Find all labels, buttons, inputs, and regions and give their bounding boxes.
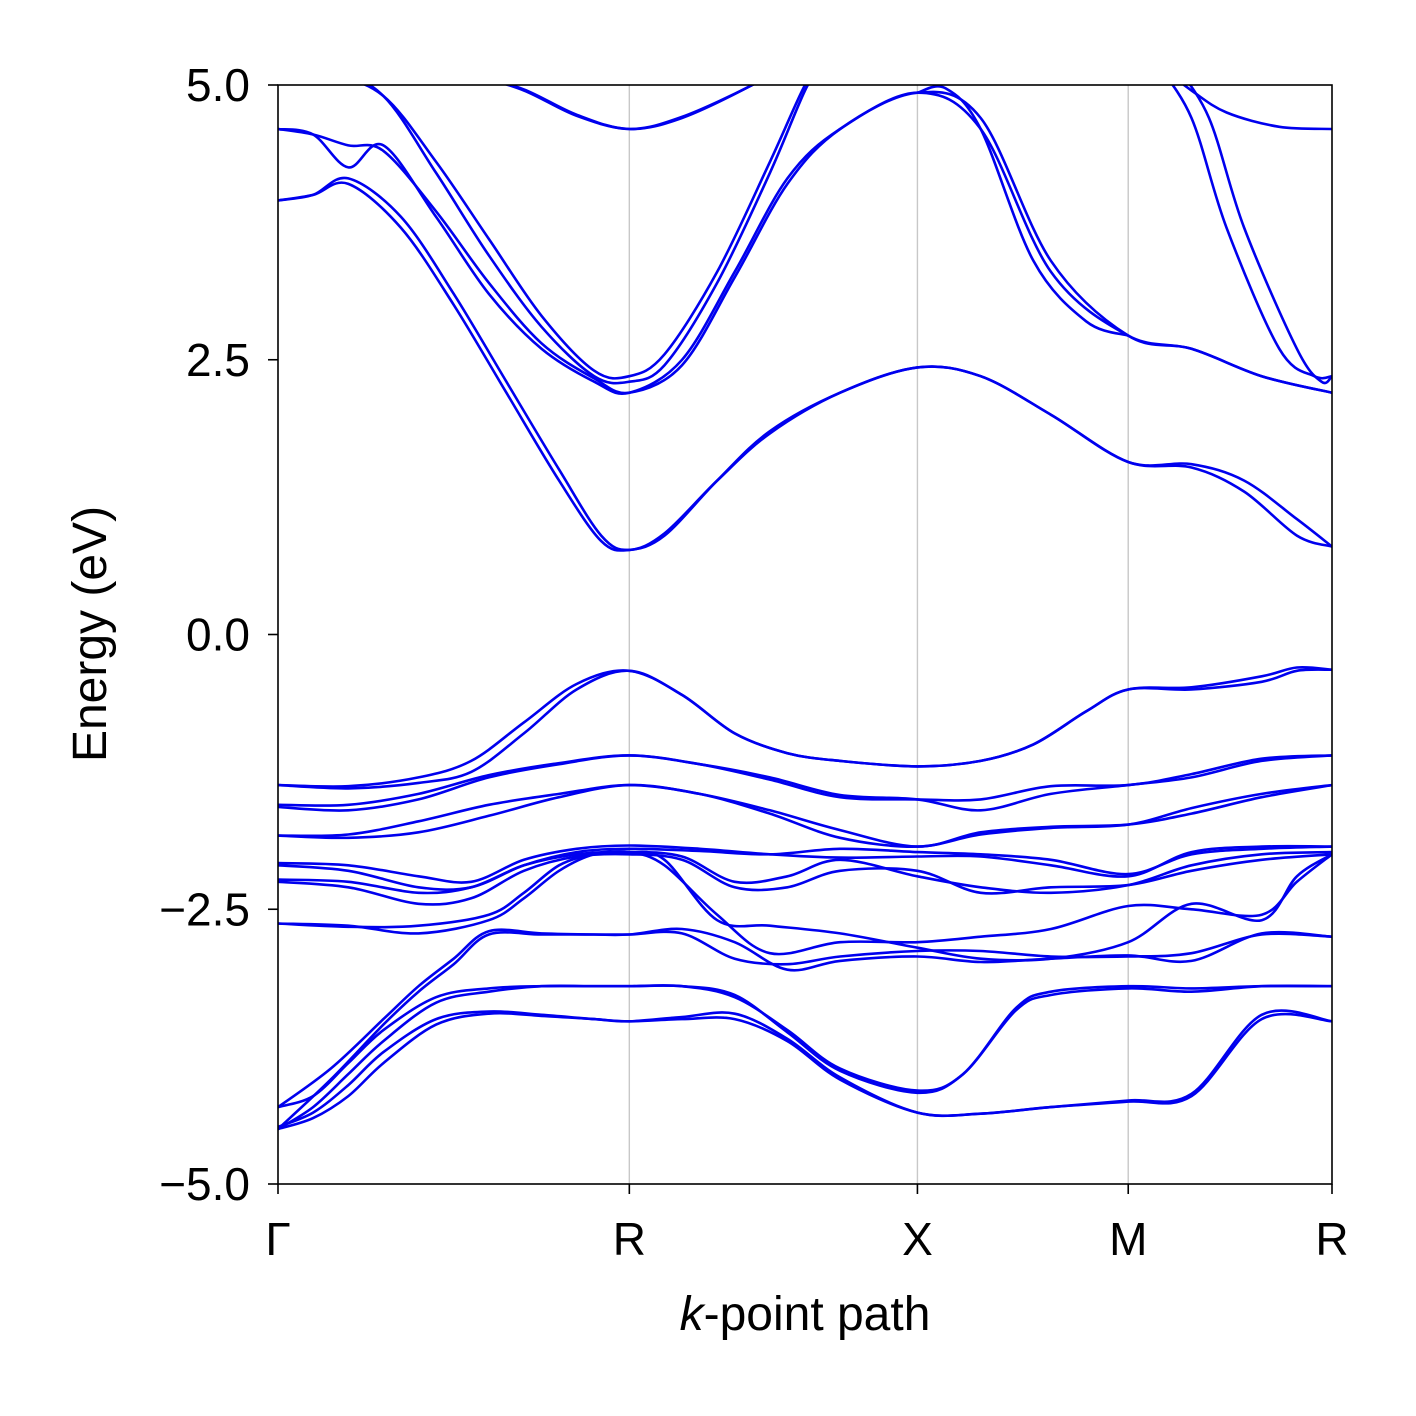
band-line xyxy=(278,845,1332,891)
x-tick-label: M xyxy=(1109,1213,1147,1265)
band-line xyxy=(278,90,1332,395)
band-line xyxy=(278,668,1332,790)
x-tick-label: X xyxy=(902,1213,933,1265)
band-line xyxy=(278,754,1332,812)
band-lines xyxy=(278,85,1332,1131)
band-line xyxy=(278,91,1332,395)
band-line xyxy=(278,1011,1332,1131)
y-tick-label: 2.5 xyxy=(186,334,250,386)
band-line xyxy=(1171,85,1332,380)
band-line xyxy=(278,850,1332,956)
kpoint-gridlines xyxy=(628,85,1129,1184)
y-tick-label: −2.5 xyxy=(159,883,250,935)
y-tick-label: −5.0 xyxy=(159,1158,250,1210)
y-axis-ticks: 5.0 2.5 0.0 −2.5 −5.0 xyxy=(159,59,278,1210)
y-axis-label: Energy (eV) xyxy=(64,506,117,762)
band-line xyxy=(278,930,1332,1131)
band-line xyxy=(278,850,1332,962)
band-line xyxy=(362,85,807,380)
band-line xyxy=(916,85,1130,337)
x-axis-label: k-point path xyxy=(680,1288,931,1341)
band-line xyxy=(1181,85,1332,131)
x-tick-label: R xyxy=(613,1213,646,1265)
band-line xyxy=(278,181,1332,552)
x-axis-label-italic: k xyxy=(680,1288,707,1341)
band-line xyxy=(278,852,1332,906)
band-line xyxy=(278,783,1332,848)
band-line xyxy=(278,783,1332,848)
band-line xyxy=(367,85,810,385)
band-line xyxy=(278,1009,1332,1129)
band-line xyxy=(278,176,1332,552)
x-tick-label: Γ xyxy=(265,1213,290,1265)
x-axis-label-rest: -point path xyxy=(704,1288,931,1341)
y-tick-label: 0.0 xyxy=(186,609,250,661)
band-line xyxy=(278,754,1332,812)
band-line xyxy=(278,665,1332,788)
x-tick-label: R xyxy=(1315,1213,1348,1265)
band-line xyxy=(278,984,1332,1131)
band-line xyxy=(1188,85,1332,385)
y-tick-label: 5.0 xyxy=(186,59,250,111)
